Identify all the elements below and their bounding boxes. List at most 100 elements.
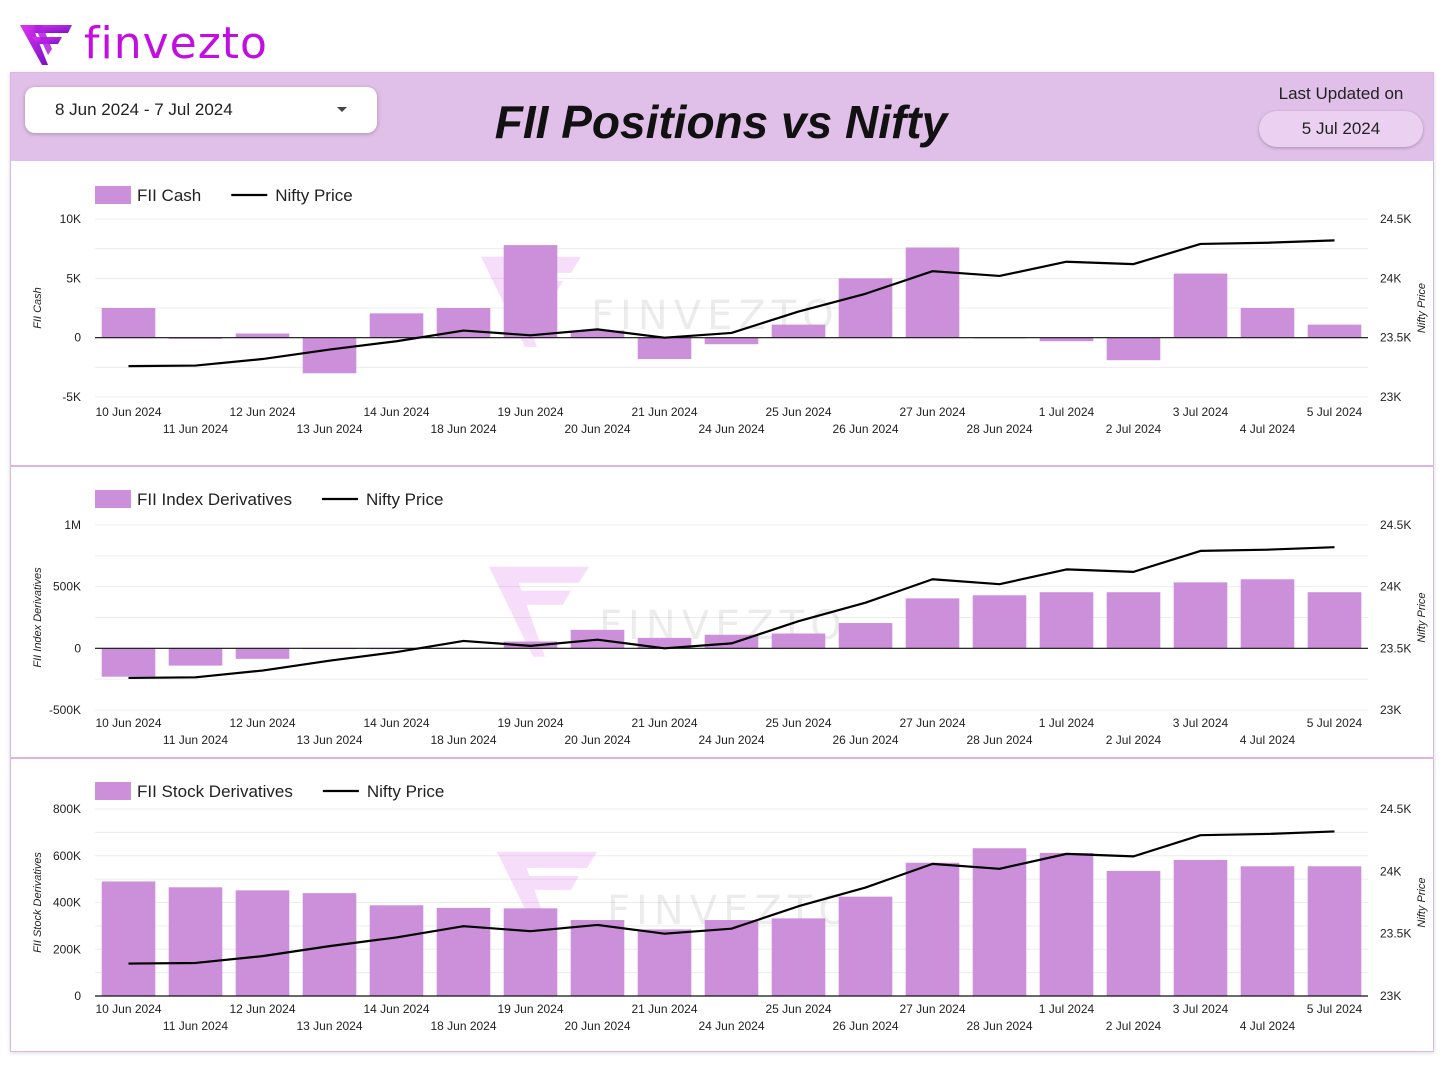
y-tick-label: 0 xyxy=(74,989,81,1003)
x-tick-label: 11 Jun 2024 xyxy=(163,733,228,747)
bar xyxy=(637,637,692,649)
x-tick-label: 27 Jun 2024 xyxy=(899,716,965,730)
y2-tick-label: 23K xyxy=(1380,989,1401,1003)
bar xyxy=(1307,866,1362,996)
y-tick-label: 0 xyxy=(74,331,81,345)
bar xyxy=(570,330,625,338)
date-range-value: 8 Jun 2024 - 7 Jul 2024 xyxy=(55,100,233,119)
legend-line-label: Nifty Price xyxy=(275,186,352,205)
y2-axis-title: Nifty Price xyxy=(1416,877,1428,927)
bar xyxy=(1106,592,1161,649)
fii-cash-panel: FINVEZTO 10K 5K 0 -5K 24.5K 24K 23.5K 23K FII Cas… xyxy=(11,163,1433,465)
x-tick-label: 10 Jun 2024 xyxy=(95,716,161,730)
bar xyxy=(838,623,893,649)
dashboard-frame: 8 Jun 2024 - 7 Jul 2024 FII Positions vs… xyxy=(10,72,1434,1052)
brand-name: finvezto xyxy=(84,18,268,69)
y-tick-label: 5K xyxy=(66,271,81,285)
x-tick-label: 2 Jul 2024 xyxy=(1106,733,1162,747)
x-tick-label: 20 Jun 2024 xyxy=(564,1019,630,1033)
bar xyxy=(838,896,893,996)
x-tick-label: 12 Jun 2024 xyxy=(229,716,295,730)
x-tick-label: 4 Jul 2024 xyxy=(1240,1019,1296,1033)
x-tick-label: 10 Jun 2024 xyxy=(95,405,161,419)
x-tick-label: 5 Jul 2024 xyxy=(1307,1002,1363,1016)
brand: finvezto xyxy=(18,18,268,70)
x-tick-label: 5 Jul 2024 xyxy=(1307,716,1363,730)
bar xyxy=(905,247,960,338)
y2-tick-label: 24.5K xyxy=(1380,212,1411,226)
y2-tick-label: 24.5K xyxy=(1380,802,1411,816)
bar xyxy=(637,337,692,360)
x-tick-label: 24 Jun 2024 xyxy=(698,422,764,436)
x-tick-label: 5 Jul 2024 xyxy=(1307,405,1363,419)
y-tick-label: 1M xyxy=(64,518,81,532)
x-tick-label: 19 Jun 2024 xyxy=(497,716,563,730)
x-tick-label: 24 Jun 2024 xyxy=(698,1019,764,1033)
bar xyxy=(168,887,223,996)
x-tick-label: 13 Jun 2024 xyxy=(296,1019,362,1033)
x-tick-label: 1 Jul 2024 xyxy=(1039,716,1095,730)
chevron-down-icon xyxy=(337,107,347,112)
y2-axis-title: Nifty Price xyxy=(1416,592,1428,642)
legend-bar-swatch xyxy=(95,782,131,800)
y2-tick-label: 24K xyxy=(1380,271,1401,285)
legend-bar-label: FII Cash xyxy=(137,186,201,205)
x-tick-label: 19 Jun 2024 xyxy=(497,1002,563,1016)
x-tick-label: 25 Jun 2024 xyxy=(765,716,831,730)
y2-tick-label: 23K xyxy=(1380,703,1401,717)
x-tick-label: 28 Jun 2024 xyxy=(966,733,1032,747)
x-tick-label: 26 Jun 2024 xyxy=(832,1019,898,1033)
bar xyxy=(570,920,625,996)
x-tick-label: 14 Jun 2024 xyxy=(363,716,429,730)
x-tick-label: 11 Jun 2024 xyxy=(163,1019,228,1033)
y2-tick-label: 23.5K xyxy=(1380,641,1411,655)
y2-tick-label: 24.5K xyxy=(1380,518,1411,532)
x-tick-label: 10 Jun 2024 xyxy=(95,1002,161,1016)
bar xyxy=(436,907,491,996)
x-tick-label: 18 Jun 2024 xyxy=(430,733,496,747)
bar xyxy=(1106,870,1161,996)
x-tick-label: 4 Jul 2024 xyxy=(1240,422,1296,436)
y2-axis-title: Nifty Price xyxy=(1416,283,1428,333)
x-tick-label: 3 Jul 2024 xyxy=(1173,716,1229,730)
bar xyxy=(1307,592,1362,649)
bar xyxy=(905,598,960,649)
bar xyxy=(771,633,826,649)
bar xyxy=(1307,324,1362,338)
y2-tick-label: 24K xyxy=(1380,580,1401,594)
bar xyxy=(1240,866,1295,996)
y-tick-label: 200K xyxy=(53,942,81,956)
bar xyxy=(1173,273,1228,338)
bar xyxy=(1240,579,1295,649)
x-tick-label: 19 Jun 2024 xyxy=(497,405,563,419)
y-tick-label: 600K xyxy=(53,849,81,863)
bar xyxy=(101,308,156,338)
x-tick-label: 28 Jun 2024 xyxy=(966,1019,1032,1033)
fii-stock-derivatives-chart: FINVEZTO800K600K400K200K024.5K24K23.5K23… xyxy=(32,782,1428,1033)
nifty-price-line xyxy=(128,830,1335,965)
bar xyxy=(972,595,1027,649)
x-tick-label: 25 Jun 2024 xyxy=(765,405,831,419)
bar xyxy=(302,337,357,374)
bar xyxy=(1173,859,1228,996)
x-tick-label: 18 Jun 2024 xyxy=(430,422,496,436)
fii-index-derivatives-chart: FINVEZTO1M500K0-500K24.5K24K23.5K23KFII … xyxy=(32,490,1428,747)
x-tick-label: 27 Jun 2024 xyxy=(899,405,965,419)
bar xyxy=(1039,337,1094,342)
y-tick-label: 800K xyxy=(53,802,81,816)
bar xyxy=(235,333,290,338)
bar xyxy=(1039,592,1094,649)
y2-tick-label: 23.5K xyxy=(1380,927,1411,941)
y2-tick-label: 24K xyxy=(1380,864,1401,878)
bar xyxy=(1039,852,1094,996)
y2-tick-label: 23K xyxy=(1380,390,1401,404)
x-tick-label: 24 Jun 2024 xyxy=(698,733,764,747)
bar xyxy=(637,929,692,996)
bar xyxy=(369,905,424,996)
x-tick-label: 3 Jul 2024 xyxy=(1173,405,1229,419)
x-tick-label: 12 Jun 2024 xyxy=(229,405,295,419)
y-axis-title: FII Stock Derivatives xyxy=(32,852,44,953)
x-tick-label: 20 Jun 2024 xyxy=(564,422,630,436)
date-range-picker[interactable]: 8 Jun 2024 - 7 Jul 2024 xyxy=(25,87,377,133)
fii-stock-derivatives-panel: FINVEZTO 800K 600K 400K 200K 0 24.5K 24K 23.5K 23… xyxy=(11,759,1433,1049)
